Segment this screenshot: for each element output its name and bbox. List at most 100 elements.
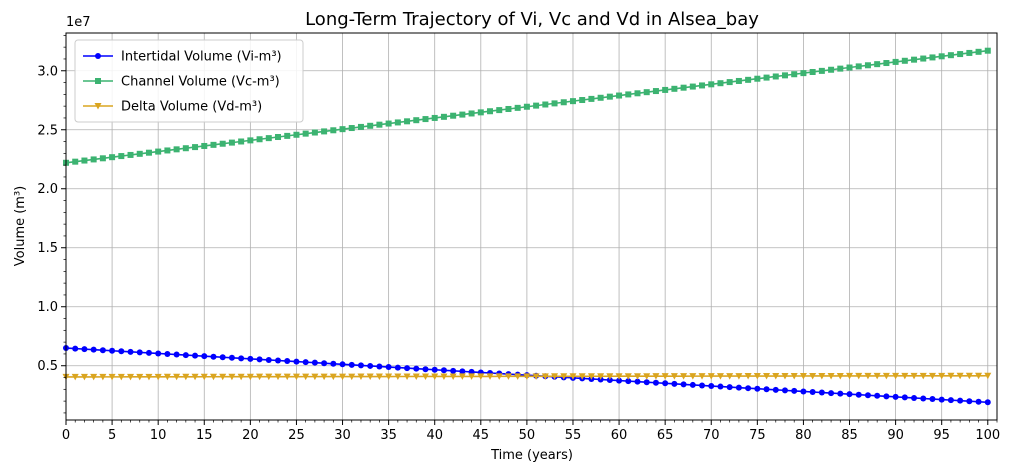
data-point: [800, 70, 807, 77]
data-point: [109, 154, 116, 161]
data-point: [911, 56, 918, 63]
data-point: [468, 373, 476, 380]
x-axis: 0 5 10 15 20 25 30 35 40 45 50 55 60 65 70 75 80 85 90 95 10…: [62, 420, 1000, 443]
data-point: [155, 148, 162, 155]
x-tick-label: 90: [887, 428, 904, 443]
data-point: [763, 373, 771, 380]
data-point: [634, 373, 642, 380]
data-point: [652, 373, 660, 380]
data-point: [662, 86, 669, 93]
data-point: [542, 101, 549, 108]
data-point: [532, 373, 540, 380]
data-point: [136, 150, 143, 157]
data-point: [219, 140, 226, 147]
data-point: [689, 381, 696, 388]
data-point: [901, 372, 909, 380]
data-point: [459, 111, 466, 118]
legend-item: Intertidal Volume (Vi-m³): [83, 50, 282, 65]
data-point: [164, 350, 171, 357]
data-point: [284, 132, 291, 139]
data-point: [929, 396, 936, 403]
legend-label: Delta Volume (Vd-m³): [121, 100, 262, 115]
data-point: [680, 381, 687, 388]
data-point: [191, 373, 199, 381]
x-tick-label: 10: [150, 428, 167, 443]
data-point: [892, 393, 899, 400]
data-point: [560, 373, 568, 380]
data-point: [680, 84, 687, 91]
data-point: [109, 347, 116, 354]
data-point: [210, 353, 217, 360]
data-point: [440, 367, 447, 374]
data-point: [496, 107, 503, 114]
data-point: [311, 129, 318, 136]
data-point: [643, 89, 650, 96]
data-point: [449, 373, 457, 380]
y-offset-label: 1e7: [66, 15, 91, 30]
data-point: [892, 58, 899, 65]
legend-item: Channel Volume (Vc-m³): [83, 75, 280, 90]
x-tick-label: 35: [380, 428, 397, 443]
data-point: [836, 372, 844, 380]
data-point: [698, 373, 706, 380]
data-point: [726, 79, 733, 86]
data-point: [625, 378, 632, 385]
data-point: [238, 138, 245, 145]
data-point: [560, 99, 567, 106]
data-point: [228, 139, 235, 146]
data-point: [883, 393, 890, 400]
data-point: [80, 373, 88, 381]
data-point: [827, 372, 835, 380]
data-point: [966, 49, 973, 56]
data-point: [431, 114, 438, 121]
data-point: [95, 53, 101, 59]
data-point: [385, 364, 392, 371]
data-point: [957, 397, 964, 404]
data-point: [265, 135, 272, 142]
data-point: [357, 373, 365, 381]
data-point: [634, 378, 641, 385]
data-point: [413, 117, 420, 124]
data-point: [956, 372, 964, 380]
data-point: [450, 112, 457, 119]
data-point: [699, 82, 706, 89]
data-point: [514, 373, 522, 380]
data-point: [117, 373, 125, 381]
data-point: [163, 373, 171, 381]
data-point: [772, 386, 779, 393]
data-point: [920, 55, 927, 62]
data-point: [247, 137, 254, 144]
data-point: [772, 373, 780, 380]
data-point: [487, 108, 494, 115]
data-point: [809, 372, 817, 380]
data-point: [394, 364, 401, 371]
data-point: [173, 351, 180, 358]
data-point: [468, 110, 475, 117]
data-point: [228, 354, 235, 361]
data-point: [606, 377, 613, 384]
data-point: [357, 123, 364, 130]
data-point: [182, 352, 189, 359]
y-tick-label: 3.0: [37, 64, 58, 79]
data-point: [99, 347, 106, 354]
legend-label: Channel Volume (Vc-m³): [121, 75, 280, 90]
x-tick-label: 65: [657, 428, 674, 443]
data-point: [99, 155, 106, 162]
data-point: [71, 373, 79, 381]
data-point: [790, 373, 798, 380]
data-point: [145, 373, 153, 381]
data-point: [339, 361, 346, 368]
data-point: [864, 62, 871, 69]
data-point: [274, 373, 282, 381]
data-point: [283, 373, 291, 381]
data-point: [136, 349, 143, 356]
data-point: [219, 354, 226, 361]
data-point: [966, 398, 973, 405]
data-point: [136, 373, 144, 381]
x-tick-label: 50: [519, 428, 536, 443]
data-point: [754, 75, 761, 82]
data-point: [689, 373, 697, 380]
data-point: [745, 76, 752, 83]
series-1: [63, 47, 991, 166]
